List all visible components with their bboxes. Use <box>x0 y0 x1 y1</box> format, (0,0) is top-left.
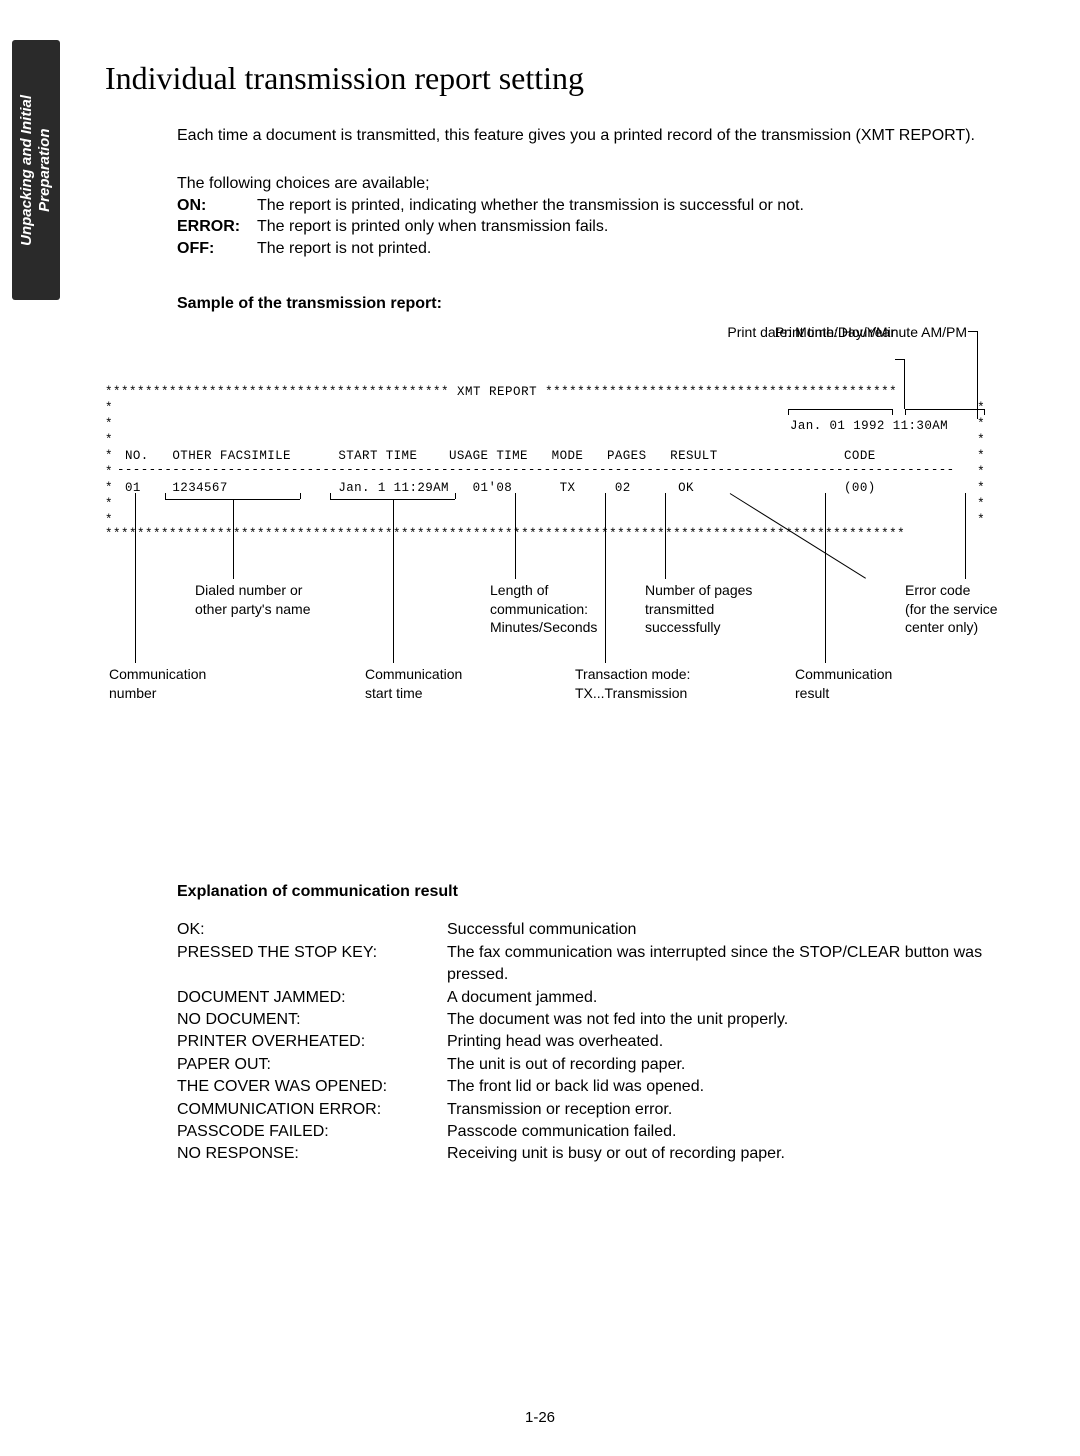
choice-row: ERROR: The report is printed only when t… <box>177 216 997 238</box>
expl-key: PASSCODE FAILED: <box>177 1121 447 1143</box>
explanation-heading: Explanation of communication result <box>177 883 997 901</box>
report-datetime: Jan. 01 1992 11:30AM <box>790 419 948 433</box>
choices-lead: The following choices are available; <box>177 175 997 193</box>
connector-line <box>605 493 606 663</box>
choice-desc: The report is printed, indicating whethe… <box>257 195 804 217</box>
expl-key: NO DOCUMENT: <box>177 1009 447 1031</box>
expl-val: The unit is out of recording paper. <box>447 1054 997 1076</box>
connector-line <box>965 493 966 579</box>
expl-val: Transmission or reception error. <box>447 1099 997 1121</box>
side-tab: Unpacking and InitialPreparation <box>12 40 60 300</box>
expl-val: Printing head was overheated. <box>447 1031 997 1053</box>
report-diagram: Print time: Hour/Minute AM/PM Print date… <box>105 323 985 723</box>
brace <box>165 493 166 499</box>
expl-val: The fax communication was interrupted si… <box>447 942 997 987</box>
intro-paragraph: Each time a document is transmitted, thi… <box>177 125 997 147</box>
expl-key: THE COVER WAS OPENED: <box>177 1076 447 1098</box>
brace <box>300 493 301 499</box>
connector-line <box>393 499 394 663</box>
choice-desc: The report is not printed. <box>257 238 431 260</box>
callout-dialed: Dialed number orother party's name <box>195 581 345 617</box>
report-data-row: 01 1234567 Jan. 1 11:29AM 01'08 TX 02 OK… <box>125 481 876 495</box>
expl-val: Receiving unit is busy or out of recordi… <box>447 1143 997 1165</box>
choice-key: OFF: <box>177 238 257 260</box>
connector-line <box>135 493 136 663</box>
connector-line <box>515 493 516 579</box>
callout-txmode: Transaction mode:TX...Transmission <box>575 665 735 701</box>
callout-pages: Number of pagestransmittedsuccessfully <box>645 581 785 636</box>
choice-key: ON: <box>177 195 257 217</box>
brace <box>330 493 331 499</box>
choice-desc: The report is printed only when transmis… <box>257 216 608 238</box>
explanation-row: PRESSED THE STOP KEY:The fax communicati… <box>177 942 997 987</box>
expl-val: Successful communication <box>447 919 997 941</box>
expl-key: PAPER OUT: <box>177 1054 447 1076</box>
explanation-row: PAPER OUT:The unit is out of recording p… <box>177 1054 997 1076</box>
bracket <box>788 409 893 415</box>
connector-line <box>825 493 826 663</box>
explanation-row: COMMUNICATION ERROR:Transmission or rece… <box>177 1099 997 1121</box>
expl-key: DOCUMENT JAMMED: <box>177 987 447 1009</box>
page-number: 1-26 <box>0 1409 1080 1426</box>
explanation-row: DOCUMENT JAMMED:A document jammed. <box>177 987 997 1009</box>
bracket <box>905 409 985 415</box>
connector-line <box>665 493 666 579</box>
callout-length: Length ofcommunication:Minutes/Seconds <box>490 581 630 636</box>
expl-key: PRINTER OVERHEATED: <box>177 1031 447 1053</box>
expl-val: Passcode communication failed. <box>447 1121 997 1143</box>
choice-key: ERROR: <box>177 216 257 238</box>
report-headers: NO. OTHER FACSIMILE START TIME USAGE TIM… <box>125 449 876 463</box>
expl-val: The document was not fed into the unit p… <box>447 1009 997 1031</box>
connector-line <box>233 499 234 579</box>
expl-key: COMMUNICATION ERROR: <box>177 1099 447 1121</box>
callout-starttime: Communicationstart time <box>365 665 505 701</box>
explanation-row: PRINTER OVERHEATED:Printing head was ove… <box>177 1031 997 1053</box>
connector-line <box>904 359 905 409</box>
annot-print-date: Print date: Month/Day/Year <box>727 323 895 341</box>
callout-commnum: Communicationnumber <box>109 665 249 701</box>
page-title: Individual transmission report setting <box>105 60 1045 97</box>
expl-val: The front lid or back lid was opened. <box>447 1076 997 1098</box>
side-tab-label: Unpacking and InitialPreparation <box>18 95 54 246</box>
brace <box>455 493 456 499</box>
report-title-row: ****************************************… <box>105 385 897 399</box>
callout-error: Error code(for the servicecenter only) <box>905 581 1035 636</box>
expl-key: PRESSED THE STOP KEY: <box>177 942 447 987</box>
explanation-row: PASSCODE FAILED:Passcode communication f… <box>177 1121 997 1143</box>
explanation-row: NO RESPONSE:Receiving unit is busy or ou… <box>177 1143 997 1165</box>
explanation-row: NO DOCUMENT:The document was not fed int… <box>177 1009 997 1031</box>
explanation-row: OK:Successful communication <box>177 919 997 941</box>
sample-heading: Sample of the transmission report: <box>177 295 997 313</box>
explanation-row: THE COVER WAS OPENED:The front lid or ba… <box>177 1076 997 1098</box>
expl-val: A document jammed. <box>447 987 997 1009</box>
choice-row: OFF: The report is not printed. <box>177 238 997 260</box>
choice-row: ON: The report is printed, indicating wh… <box>177 195 997 217</box>
expl-key: OK: <box>177 919 447 941</box>
callout-result: Communicationresult <box>795 665 935 701</box>
expl-key: NO RESPONSE: <box>177 1143 447 1165</box>
